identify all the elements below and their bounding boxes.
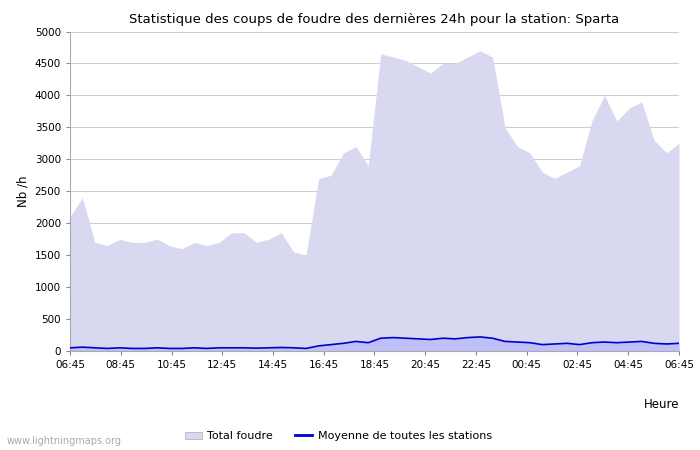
Text: www.lightningmaps.org: www.lightningmaps.org — [7, 436, 122, 446]
Y-axis label: Nb /h: Nb /h — [16, 176, 29, 207]
Title: Statistique des coups de foudre des dernières 24h pour la station: Sparta: Statistique des coups de foudre des dern… — [130, 13, 620, 26]
Text: Heure: Heure — [643, 398, 679, 411]
